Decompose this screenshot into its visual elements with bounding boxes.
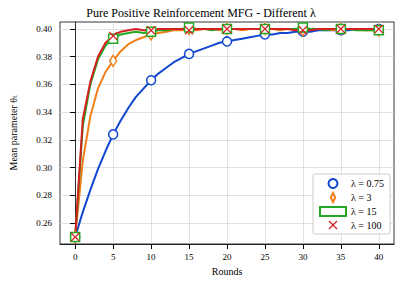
svg-text:Pure Positive Reinforcement MF: Pure Positive Reinforcement MFG - Differ…	[86, 6, 316, 20]
svg-text:15: 15	[185, 252, 195, 262]
svg-text:0.34: 0.34	[36, 107, 52, 117]
svg-text:0.30: 0.30	[36, 163, 52, 173]
svg-text:Mean parameter θₜ: Mean parameter θₜ	[8, 95, 19, 171]
svg-text:0.40: 0.40	[36, 24, 52, 34]
svg-text:25: 25	[260, 252, 270, 262]
svg-text:35: 35	[336, 252, 346, 262]
svg-text:λ = 3: λ = 3	[351, 192, 372, 203]
svg-text:λ = 15: λ = 15	[351, 206, 377, 217]
svg-text:40: 40	[374, 252, 384, 262]
svg-text:5: 5	[111, 252, 116, 262]
svg-text:30: 30	[298, 252, 308, 262]
svg-text:10: 10	[147, 252, 157, 262]
svg-text:0.26: 0.26	[36, 218, 52, 228]
svg-text:0.32: 0.32	[36, 135, 52, 145]
svg-text:0.36: 0.36	[36, 79, 52, 89]
svg-text:λ = 100: λ = 100	[351, 220, 382, 231]
svg-text:λ = 0.75: λ = 0.75	[351, 178, 384, 189]
svg-text:0.38: 0.38	[36, 52, 52, 62]
svg-text:Rounds: Rounds	[212, 266, 243, 277]
svg-text:0.28: 0.28	[36, 190, 52, 200]
svg-text:0: 0	[73, 252, 78, 262]
svg-text:20: 20	[223, 252, 233, 262]
